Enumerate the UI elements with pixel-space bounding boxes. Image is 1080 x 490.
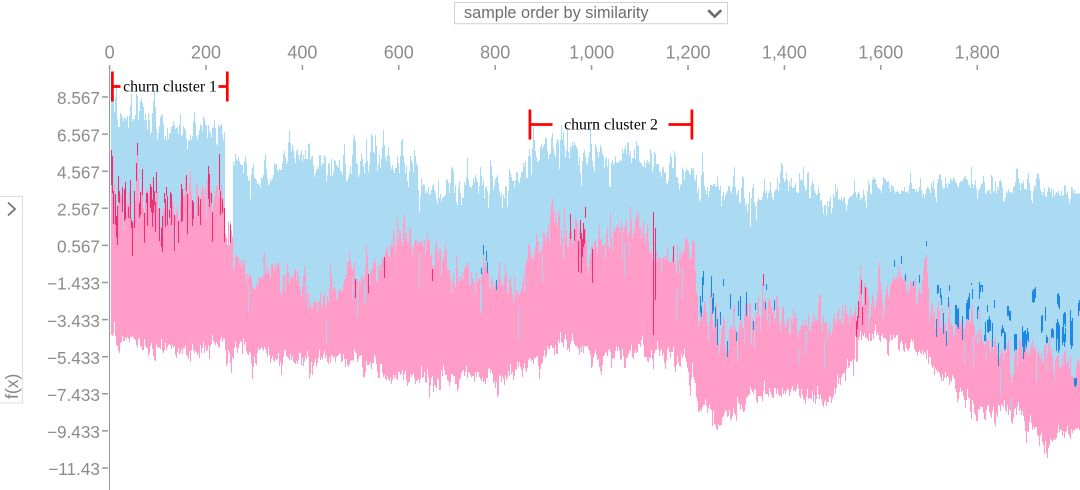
- svg-text:0.567: 0.567: [57, 237, 100, 257]
- svg-text:800: 800: [480, 43, 510, 63]
- svg-text:churn cluster 1: churn cluster 1: [123, 79, 217, 96]
- svg-text:8.567: 8.567: [57, 88, 100, 108]
- svg-text:−1.433: −1.433: [47, 274, 100, 294]
- svg-text:f(x): f(x): [2, 374, 22, 399]
- svg-text:4.567: 4.567: [57, 162, 100, 182]
- svg-text:−9.433: −9.433: [47, 422, 100, 442]
- svg-text:1,600: 1,600: [858, 43, 903, 63]
- svg-text:1,400: 1,400: [762, 43, 807, 63]
- svg-text:sample order by similarity: sample order by similarity: [464, 4, 649, 22]
- svg-text:1,000: 1,000: [569, 43, 614, 63]
- svg-text:2.567: 2.567: [57, 200, 100, 220]
- svg-text:−5.433: −5.433: [47, 348, 100, 368]
- svg-text:6.567: 6.567: [57, 125, 100, 145]
- svg-text:1,200: 1,200: [665, 43, 710, 63]
- svg-text:churn cluster 2: churn cluster 2: [564, 117, 658, 134]
- svg-text:600: 600: [384, 43, 414, 63]
- svg-text:−3.433: −3.433: [47, 311, 100, 331]
- svg-text:−11.43: −11.43: [48, 459, 100, 479]
- svg-text:200: 200: [191, 43, 221, 63]
- svg-text:1,800: 1,800: [955, 43, 1000, 63]
- svg-text:400: 400: [287, 43, 317, 63]
- svg-text:−7.433: −7.433: [47, 385, 100, 405]
- svg-text:0: 0: [105, 43, 115, 63]
